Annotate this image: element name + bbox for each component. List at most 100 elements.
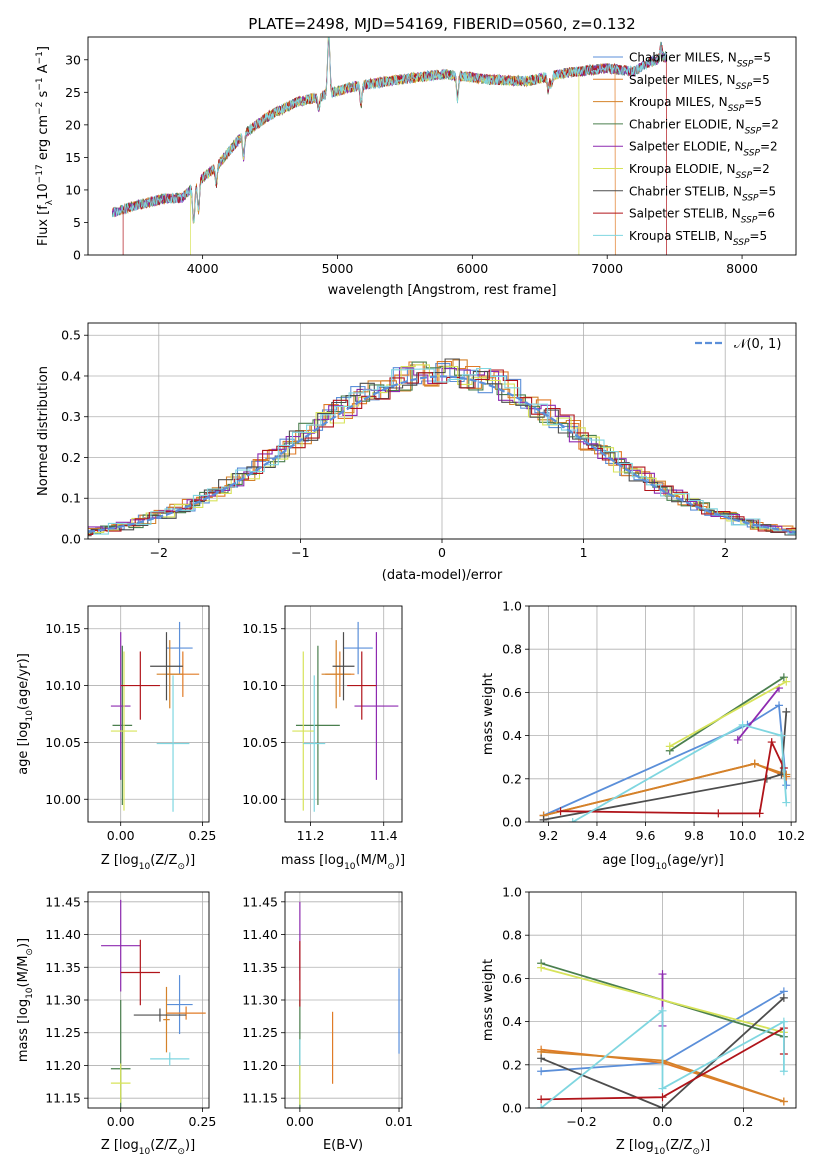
axes-border bbox=[87, 605, 210, 823]
errorbar-point bbox=[120, 651, 160, 720]
series-marker bbox=[733, 735, 742, 744]
series-marker bbox=[658, 970, 667, 979]
errorbar-point bbox=[292, 651, 315, 811]
axes-border bbox=[284, 605, 403, 823]
x-tick-label: 6000 bbox=[456, 261, 488, 276]
mass-vs-ebv-panel: 0.00 0.01 11.15 11.20 11.25 11.30 11.35 11.40 11… bbox=[242, 891, 413, 1153]
age-z-xlabel: Z [log10(Z/Z⊙)] bbox=[101, 853, 195, 872]
age-vs-mass-panel: 11.2 11.4 10.00 10.05 10.10 10.15 mass [log10(… bbox=[242, 605, 405, 872]
axes-frame: 0.00 0.25 10.00 10.05 10.10 10.15 bbox=[45, 605, 217, 843]
axes-frame: 0.00 0.01 11.15 11.20 11.25 11.30 11.35 11.40 11… bbox=[242, 891, 413, 1129]
mw-age-ylabel: mass weight bbox=[481, 673, 496, 755]
plot-area bbox=[539, 673, 791, 822]
y-tick-label: 1.0 bbox=[502, 599, 522, 614]
series-marker bbox=[658, 1104, 667, 1108]
y-tick-label: 10.05 bbox=[242, 735, 278, 750]
series-marker bbox=[537, 1104, 546, 1108]
series-marker bbox=[755, 809, 764, 818]
normal-curve bbox=[88, 375, 796, 533]
x-tick-label: 2 bbox=[721, 545, 729, 560]
mass-weight-series bbox=[733, 684, 784, 744]
y-tick-label: 10.10 bbox=[45, 678, 81, 693]
x-tick-label: 4000 bbox=[187, 261, 219, 276]
series-line bbox=[540, 966, 785, 1034]
residual-histogram bbox=[88, 361, 796, 534]
x-tick-label: 0.25 bbox=[189, 828, 217, 843]
y-tick-label: 0.0 bbox=[61, 532, 81, 547]
y-tick-label: 0.3 bbox=[61, 409, 81, 424]
y-tick-label: 0.0 bbox=[502, 1101, 522, 1116]
axes-frame: 11.2 11.4 10.00 10.05 10.10 10.15 bbox=[242, 605, 403, 843]
series-marker bbox=[779, 1017, 788, 1026]
y-tick-label: 10.15 bbox=[45, 621, 81, 636]
y-tick-label: 10.05 bbox=[45, 735, 81, 750]
plot-area bbox=[88, 358, 796, 537]
y-tick-label: 11.45 bbox=[242, 894, 278, 909]
series-marker bbox=[738, 720, 747, 729]
legend-label: Salpeter ELODIE, NSSP=2 bbox=[629, 140, 778, 159]
series-marker bbox=[665, 742, 674, 751]
legend-label: Chabrier STELIB, NSSP=5 bbox=[629, 184, 776, 203]
y-tick-label: 0.2 bbox=[61, 450, 81, 465]
series-marker bbox=[779, 993, 788, 1002]
errorbar-point bbox=[166, 975, 193, 1035]
y-tick-label: 11.15 bbox=[45, 1091, 81, 1106]
x-tick-label: 8000 bbox=[726, 261, 758, 276]
mw-z-ylabel: mass weight bbox=[481, 959, 496, 1041]
y-tick-label: 11.30 bbox=[242, 993, 278, 1008]
y-tick-label: 0 bbox=[73, 248, 81, 263]
series-marker bbox=[779, 1067, 788, 1076]
legend-label: Chabrier ELODIE, NSSP=2 bbox=[629, 117, 779, 136]
x-tick-label: 9.4 bbox=[587, 828, 607, 843]
x-tick-label: 9.2 bbox=[538, 828, 558, 843]
y-tick-label: 11.40 bbox=[45, 927, 81, 942]
x-tick-label: 0.00 bbox=[107, 828, 135, 843]
mass-weight-vs-metallicity-panel: −0.2 0.0 0.2 0.0 0.2 0.4 0.6 0.8 1.0 Z [log10(Z/Z… bbox=[481, 885, 797, 1157]
errorbar-point bbox=[110, 632, 131, 780]
series-marker bbox=[767, 738, 776, 747]
x-tick-label: −0.2 bbox=[566, 1114, 596, 1129]
x-tick-label: 0.25 bbox=[189, 1114, 217, 1129]
y-tick-label: 0.5 bbox=[61, 328, 81, 343]
errorbar-point bbox=[110, 651, 138, 811]
age-vs-metallicity-panel: 0.00 0.25 10.00 10.05 10.10 10.15 Z [log10(Z/Z… bbox=[16, 605, 217, 872]
mass-weight-series bbox=[568, 720, 791, 822]
legend-label: 𝒩(0, 1) bbox=[734, 337, 781, 352]
spectrum-line bbox=[190, 37, 580, 255]
y-tick-label: 5 bbox=[73, 215, 81, 230]
y-tick-label: 0.4 bbox=[502, 1014, 522, 1029]
residual-histogram bbox=[88, 364, 796, 537]
errorbar-point bbox=[150, 1052, 190, 1066]
x-tick-label: 10.0 bbox=[729, 828, 757, 843]
y-tick-label: 11.35 bbox=[45, 960, 81, 975]
series-line bbox=[572, 723, 788, 822]
series-marker bbox=[775, 701, 784, 710]
plot-area bbox=[292, 621, 399, 812]
spectrum-line bbox=[111, 37, 616, 255]
residuals-panel: −2 −1 0 1 2 0.0 0.1 0.2 0.3 0.4 0.5 𝒩(0, 1) (data-mo… bbox=[36, 322, 797, 583]
y-tick-label: 11.20 bbox=[45, 1058, 81, 1073]
mass-ebv-xlabel: E(B-V) bbox=[323, 1138, 363, 1153]
x-tick-label: 9.6 bbox=[636, 828, 656, 843]
y-tick-label: 11.35 bbox=[242, 960, 278, 975]
series-marker bbox=[537, 1095, 546, 1104]
x-tick-label: 11.2 bbox=[297, 828, 325, 843]
errorbar-point bbox=[347, 651, 377, 720]
mass-weight-series bbox=[539, 707, 791, 822]
series-line bbox=[543, 703, 788, 817]
legend-label: Kroupa STELIB, NSSP=5 bbox=[629, 229, 767, 248]
axes-frame: 0.00 0.25 11.15 11.20 11.25 11.30 11.35 11.40 11… bbox=[45, 891, 217, 1129]
residual-histogram bbox=[88, 361, 796, 535]
y-tick-label: 10.15 bbox=[242, 621, 278, 636]
series-marker bbox=[750, 759, 759, 768]
residuals-legend: 𝒩(0, 1) bbox=[695, 337, 781, 352]
series-marker bbox=[782, 707, 791, 716]
series-line bbox=[669, 680, 787, 748]
spectrum-xlabel: wavelength [Angstrom, rest frame] bbox=[328, 283, 557, 298]
series-line bbox=[543, 762, 787, 817]
errorbar-point bbox=[156, 640, 183, 709]
series-marker bbox=[714, 809, 723, 818]
x-tick-label: 11.4 bbox=[370, 828, 398, 843]
plot-area bbox=[101, 899, 206, 1108]
